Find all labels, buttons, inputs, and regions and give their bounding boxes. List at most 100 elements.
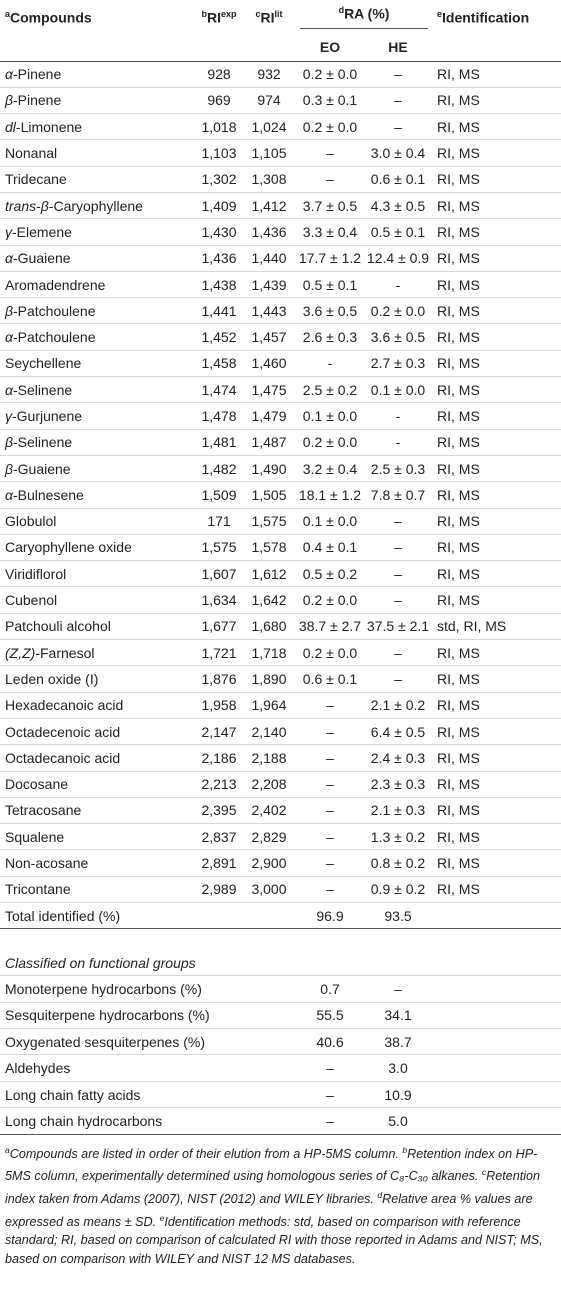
identification: RI, MS bbox=[432, 245, 561, 272]
ra-eo: 0.6 ± 0.1 bbox=[296, 665, 364, 693]
ra-he: 0.5 ± 0.1 bbox=[364, 218, 432, 246]
ri-lit: 932 bbox=[242, 61, 296, 88]
class-row: Long chain fatty acids –10.9 bbox=[0, 1081, 561, 1109]
ri-lit: 3,000 bbox=[242, 876, 296, 904]
ri-exp: 1,436 bbox=[196, 245, 242, 272]
header-text: Identification bbox=[442, 9, 530, 26]
compound: Tridecane bbox=[0, 166, 196, 193]
ra-he: 6.4 ± 0.5 bbox=[364, 718, 432, 746]
ra-he: – bbox=[364, 586, 432, 614]
ra-he: - bbox=[364, 271, 432, 299]
identification: std, RI, MS bbox=[432, 613, 561, 641]
identification: RI, MS bbox=[432, 534, 561, 562]
cell bbox=[432, 902, 561, 930]
compound: Hexadecanoic acid bbox=[0, 692, 196, 719]
ra-eo: 17.7 ± 1.2 bbox=[296, 245, 364, 272]
table-row: Tetracosane 2,395 2,402–2.1 ± 0.3 RI, MS bbox=[0, 797, 561, 825]
identification: RI, MS bbox=[432, 718, 561, 746]
footnote-mark: d bbox=[338, 5, 345, 16]
identification: RI, MS bbox=[432, 508, 561, 535]
compound: Seychellene bbox=[0, 350, 196, 378]
ra-eo: 2.5 ± 0.2 bbox=[296, 376, 364, 404]
header-ri-lit: cRIlit bbox=[242, 0, 296, 34]
identification: RI, MS bbox=[432, 297, 561, 325]
ra-he: 4.3 ± 0.5 bbox=[364, 192, 432, 220]
compound: Tricontane bbox=[0, 876, 196, 904]
ra-eo: 0.2 ± 0.0 bbox=[296, 113, 364, 141]
identification: RI, MS bbox=[432, 771, 561, 798]
ri-lit: 1,457 bbox=[242, 323, 296, 351]
ra-he: – bbox=[364, 113, 432, 141]
table-row: Tridecane 1,302 1,308–0.6 ± 0.1 RI, MS bbox=[0, 166, 561, 193]
identification: RI, MS bbox=[432, 876, 561, 904]
table-row: γ-Gurjunene 1,478 1,479 0.1 ± 0.0- RI, MS bbox=[0, 402, 561, 430]
table-row: Aromadendrene 1,438 1,439 0.5 ± 0.1- RI, MS bbox=[0, 271, 561, 299]
class-row: Monoterpene hydrocarbons (%) 0.7– bbox=[0, 975, 561, 1003]
ri-exp: 171 bbox=[196, 508, 242, 535]
ra-he: 3.0 ± 0.4 bbox=[364, 139, 432, 167]
ri-exp: 1,103 bbox=[196, 139, 242, 167]
ri-exp: 1,441 bbox=[196, 297, 242, 325]
ri-lit: 1,718 bbox=[242, 639, 296, 667]
identification: RI, MS bbox=[432, 849, 561, 877]
identification: RI, MS bbox=[432, 823, 561, 851]
ra-he: – bbox=[364, 639, 432, 667]
group-eo: – bbox=[296, 1081, 364, 1109]
header-he: HE bbox=[364, 34, 432, 62]
identification: RI, MS bbox=[432, 744, 561, 772]
header-sup: lit bbox=[274, 8, 283, 19]
ra-eo: 3.6 ± 0.5 bbox=[296, 297, 364, 325]
ri-lit: 1,505 bbox=[242, 481, 296, 509]
compound: dl-Limonene bbox=[0, 113, 196, 141]
group-he: 3.0 bbox=[364, 1054, 432, 1082]
classified-table: Classified on functional groups Monoterp… bbox=[0, 929, 561, 1135]
compound: β-Selinene bbox=[0, 429, 196, 456]
ri-exp: 1,482 bbox=[196, 455, 242, 483]
ra-he: 0.9 ± 0.2 bbox=[364, 876, 432, 904]
ri-lit: 1,440 bbox=[242, 245, 296, 272]
ri-exp: 1,458 bbox=[196, 350, 242, 378]
ri-lit: 1,460 bbox=[242, 350, 296, 378]
ra-eo: – bbox=[296, 139, 364, 167]
table-row: (Z,Z)-Farnesol 1,721 1,718 0.2 ± 0.0– RI, MS bbox=[0, 639, 561, 667]
ri-exp: 1,958 bbox=[196, 692, 242, 719]
identification: RI, MS bbox=[432, 665, 561, 693]
header-ra: dRA (%) bbox=[296, 0, 432, 34]
header-text: RI bbox=[206, 9, 221, 26]
ra-he: 2.7 ± 0.3 bbox=[364, 350, 432, 378]
compound: (Z,Z)-Farnesol bbox=[0, 639, 196, 667]
ra-he: 1.3 ± 0.2 bbox=[364, 823, 432, 851]
ra-eo: – bbox=[296, 771, 364, 798]
table-row: Non-acosane 2,891 2,900–0.8 ± 0.2 RI, MS bbox=[0, 849, 561, 877]
table-row: Octadecenoic acid 2,147 2,140–6.4 ± 0.5 RI,… bbox=[0, 718, 561, 746]
ra-eo: – bbox=[296, 718, 364, 746]
ri-lit: 1,487 bbox=[242, 429, 296, 456]
ri-exp: 2,395 bbox=[196, 797, 242, 825]
ri-exp: 1,438 bbox=[196, 271, 242, 299]
total-label: Total identified (%) bbox=[0, 902, 296, 930]
compound: α-Pinene bbox=[0, 61, 196, 88]
ra-he: 2.5 ± 0.3 bbox=[364, 455, 432, 483]
cell bbox=[432, 1002, 561, 1030]
ri-lit: 2,829 bbox=[242, 823, 296, 851]
ra-eo: 0.1 ± 0.0 bbox=[296, 402, 364, 430]
compound: Viridiflorol bbox=[0, 560, 196, 588]
compound: Non-acosane bbox=[0, 849, 196, 877]
table-row: α-Patchoulene 1,452 1,457 2.6 ± 0.3 3.6 ± 0.… bbox=[0, 323, 561, 351]
footnote-text: Retention index on HP-5MS column, experi… bbox=[5, 1146, 538, 1184]
footnote-text: Relative area % values are expressed as … bbox=[5, 1192, 533, 1229]
table-row: Patchouli alcohol 1,677 1,680 38.7 ± 2.7 37.… bbox=[0, 613, 561, 641]
ra-he: – bbox=[364, 560, 432, 588]
footnote-mark: d bbox=[377, 1190, 383, 1201]
footnote-text: Compounds are listed in order of their e… bbox=[9, 1146, 399, 1161]
ra-eo: 3.3 ± 0.4 bbox=[296, 218, 364, 246]
ri-lit: 974 bbox=[242, 87, 296, 115]
header-compounds: aCompounds bbox=[0, 0, 196, 34]
ri-exp: 2,147 bbox=[196, 718, 242, 746]
identification: RI, MS bbox=[432, 350, 561, 378]
class-row: Sesquiterpene hydrocarbons (%) 55.5 34.1 bbox=[0, 1002, 561, 1030]
class-row: Oxygenated sesquiterpenes (%) 40.6 38.7 bbox=[0, 1028, 561, 1056]
table-row: dl-Limonene 1,018 1,024 0.2 ± 0.0– RI, MS bbox=[0, 113, 561, 141]
cell bbox=[432, 1107, 561, 1135]
